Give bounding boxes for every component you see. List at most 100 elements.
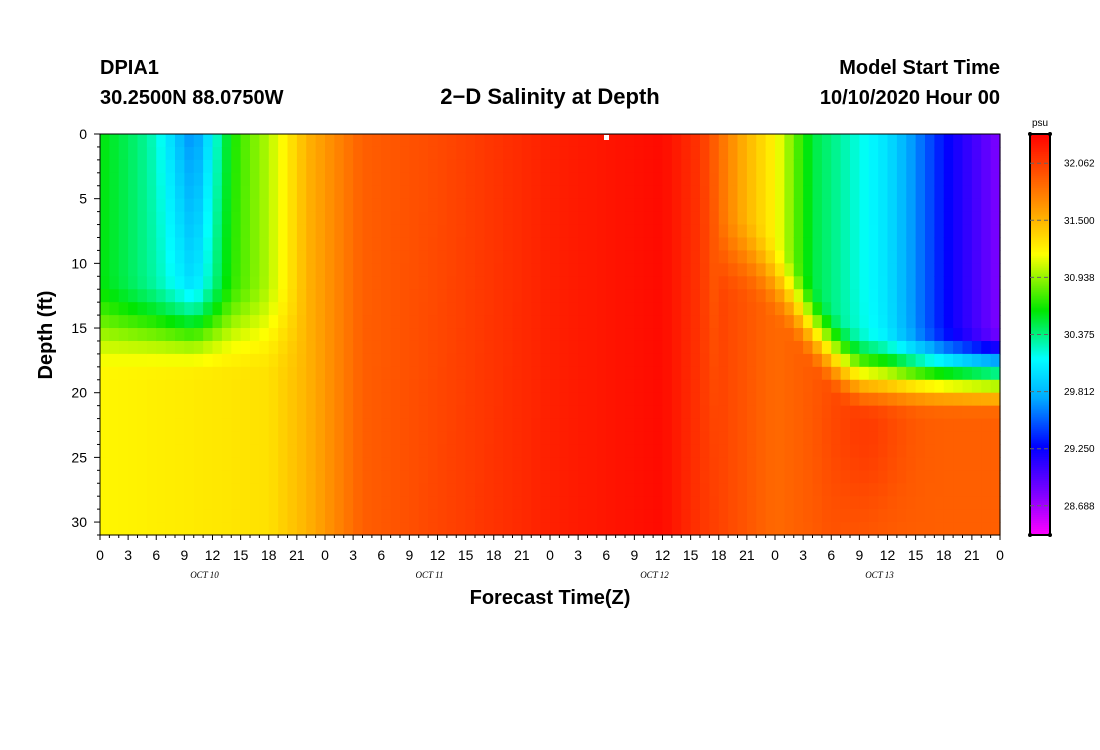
heatmap-cell [550,276,560,290]
heatmap-cell [784,250,795,264]
heatmap-cell [146,315,157,329]
heatmap-cell [334,198,345,213]
heatmap-cell [934,302,945,316]
heatmap-cell [568,224,579,239]
heatmap-cell [175,444,185,458]
heatmap-cell [100,353,110,368]
heatmap-cell [409,353,420,368]
heatmap-cell [409,522,420,536]
heatmap-cell [137,392,148,407]
heatmap-cell [887,315,898,329]
heatmap-cell [128,134,139,148]
heatmap-cell [296,457,307,471]
heatmap-cell [643,276,654,290]
heatmap-cell [671,328,682,342]
heatmap-cell [662,146,673,161]
x-tick-label: 3 [799,547,807,563]
heatmap-cell [428,509,439,523]
heatmap-cell [203,328,214,342]
heatmap-cell [568,172,579,187]
heatmap-cell [643,457,654,471]
heatmap-cell [428,483,439,497]
heatmap-cell [315,211,326,226]
heatmap-cell [587,315,598,329]
heatmap-cell [821,353,832,368]
heatmap-cell [221,328,232,342]
heatmap-cell [128,431,139,446]
heatmap-cell [878,276,889,290]
heatmap-cell [325,340,335,355]
heatmap-cell [493,366,504,381]
heatmap-cell [456,457,467,471]
heatmap-cell [287,522,298,536]
heatmap-cell [615,224,626,239]
heatmap-cell [746,134,757,148]
heatmap-cell [184,522,195,536]
heatmap-cell [990,263,1001,277]
heatmap-cell [118,237,129,252]
heatmap-cell [943,431,954,446]
heatmap-cell [100,405,110,420]
heatmap-cell [784,405,795,420]
heatmap-cell [962,366,973,381]
heatmap-cell [221,250,232,264]
heatmap-cell [456,328,467,342]
heatmap-cell [550,353,560,368]
heatmap-cell [156,457,167,471]
heatmap-cell [606,366,617,381]
heatmap-cell [896,470,907,484]
heatmap-cell [971,418,982,433]
heatmap-cell [756,509,767,523]
heatmap-cell [493,263,504,277]
heatmap-cell [671,418,682,433]
heatmap-cell [775,276,785,290]
heatmap-cell [343,237,354,252]
heatmap-cell [906,483,917,497]
heatmap-cell [718,431,729,446]
heatmap-cell [925,289,935,303]
heatmap-cell [812,509,823,523]
heatmap-cell [587,470,598,484]
heatmap-cell [250,366,260,381]
heatmap-cell [662,315,673,329]
heatmap-cell [334,328,345,342]
heatmap-cell [137,328,148,342]
heatmap-cell [868,185,879,200]
heatmap-cell [118,431,129,446]
heatmap-cell [306,237,317,252]
heatmap-cell [325,315,335,329]
heatmap-cell [531,134,542,148]
colorbar-step [1030,172,1050,175]
heatmap-cell [371,263,382,277]
heatmap-cell [446,328,457,342]
heatmap-cell [484,366,495,381]
colorbar-step [1030,152,1050,155]
heatmap-cell [146,185,157,200]
colorbar-step [1030,462,1050,466]
heatmap-cell [662,470,673,484]
heatmap-cell [568,353,579,368]
heatmap-cell [418,379,429,394]
heatmap-cell [240,418,251,433]
heatmap-cell [193,483,204,497]
heatmap-cell [193,366,204,381]
heatmap-cell [559,315,570,329]
heatmap-cell [315,509,326,523]
heatmap-cell [465,159,476,174]
heatmap-cell [325,224,335,239]
heatmap-cell [381,328,392,342]
heatmap-cell [456,315,467,329]
heatmap-cell [128,457,139,471]
heatmap-cell [306,496,317,510]
x-tick-label: 15 [233,547,249,563]
heatmap-cell [793,198,804,213]
heatmap-cell [109,328,120,342]
heatmap-cell [418,405,429,420]
heatmap-cell [409,263,420,277]
heatmap-cell [503,328,514,342]
heatmap-cell [728,224,739,239]
heatmap-cell [896,237,907,252]
heatmap-cell [643,185,654,200]
heatmap-cell [390,418,401,433]
heatmap-cell [896,224,907,239]
